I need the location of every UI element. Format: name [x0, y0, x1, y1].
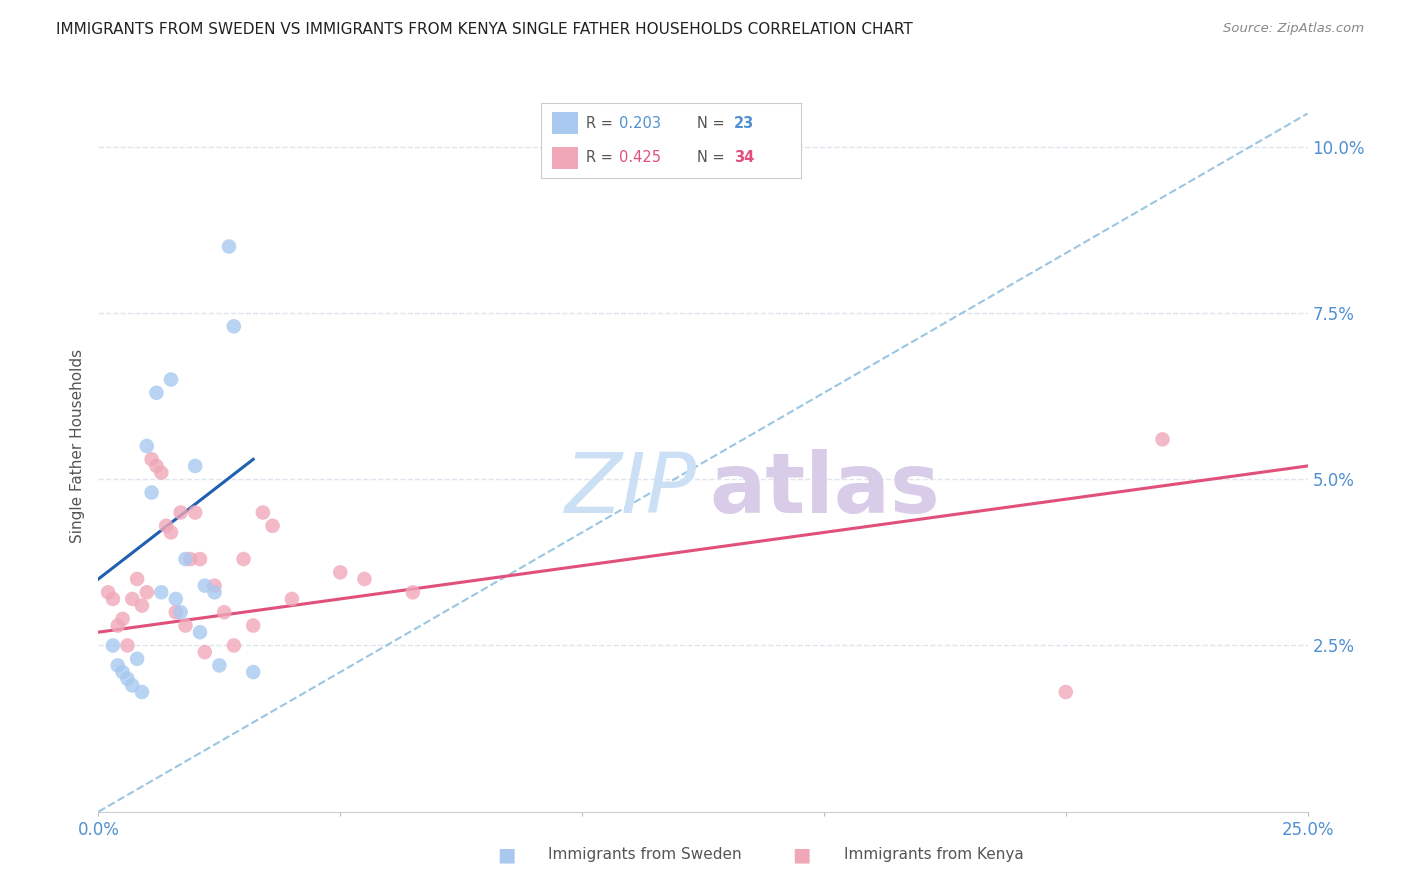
Point [127, 572, 149, 586]
Text: R =: R = [585, 151, 617, 165]
Point [184, 506, 207, 520]
Point [111, 612, 134, 626]
Point [107, 618, 129, 632]
Point [117, 672, 139, 686]
Point [145, 385, 167, 400]
FancyBboxPatch shape [551, 146, 578, 169]
Point [353, 572, 375, 586]
Point [218, 239, 240, 253]
Text: ZIP: ZIP [565, 450, 697, 531]
Point [252, 506, 274, 520]
Point [169, 506, 191, 520]
Point [155, 518, 177, 533]
Text: 23: 23 [734, 116, 754, 130]
Text: N =: N = [697, 151, 730, 165]
Point [242, 665, 264, 679]
Point [97, 585, 120, 599]
Point [184, 458, 207, 473]
Point [121, 591, 143, 606]
Point [150, 585, 173, 599]
Point [107, 658, 129, 673]
Point [101, 591, 124, 606]
Point [131, 685, 153, 699]
Point [165, 605, 187, 619]
Point [188, 625, 211, 640]
Text: Source: ZipAtlas.com: Source: ZipAtlas.com [1223, 22, 1364, 36]
Text: Immigrants from Kenya: Immigrants from Kenya [844, 847, 1024, 862]
Text: Immigrants from Sweden: Immigrants from Sweden [548, 847, 742, 862]
Point [150, 466, 173, 480]
Point [262, 518, 284, 533]
Point [141, 485, 163, 500]
Point [1054, 685, 1077, 699]
Text: R =: R = [585, 116, 617, 130]
Point [194, 645, 217, 659]
Point [145, 458, 167, 473]
Point [208, 658, 231, 673]
Point [204, 579, 226, 593]
Point [174, 552, 197, 566]
Point [179, 552, 201, 566]
Text: atlas: atlas [709, 450, 939, 531]
Text: 0.425: 0.425 [620, 151, 661, 165]
Point [1152, 433, 1174, 447]
Point [121, 678, 143, 692]
Point [111, 665, 134, 679]
Y-axis label: Single Father Households: Single Father Households [69, 349, 84, 543]
Point [402, 585, 425, 599]
Point [135, 439, 157, 453]
Point [160, 525, 183, 540]
Point [131, 599, 153, 613]
Point [169, 605, 191, 619]
Point [194, 579, 217, 593]
Point [188, 552, 211, 566]
Point [222, 639, 245, 653]
Text: N =: N = [697, 116, 730, 130]
Point [232, 552, 254, 566]
Text: IMMIGRANTS FROM SWEDEN VS IMMIGRANTS FROM KENYA SINGLE FATHER HOUSEHOLDS CORRELA: IMMIGRANTS FROM SWEDEN VS IMMIGRANTS FRO… [56, 22, 912, 37]
Point [117, 639, 139, 653]
Point [127, 652, 149, 666]
Point [165, 591, 187, 606]
Point [160, 372, 183, 386]
Point [204, 585, 226, 599]
Point [174, 618, 197, 632]
Point [222, 319, 245, 334]
Point [329, 566, 352, 580]
FancyBboxPatch shape [551, 112, 578, 135]
Point [135, 585, 157, 599]
Text: 34: 34 [734, 151, 754, 165]
Point [212, 605, 235, 619]
Point [141, 452, 163, 467]
Text: ■: ■ [496, 845, 516, 864]
Text: ■: ■ [792, 845, 811, 864]
Point [242, 618, 264, 632]
Text: 0.203: 0.203 [620, 116, 661, 130]
Point [281, 591, 304, 606]
Point [101, 639, 124, 653]
